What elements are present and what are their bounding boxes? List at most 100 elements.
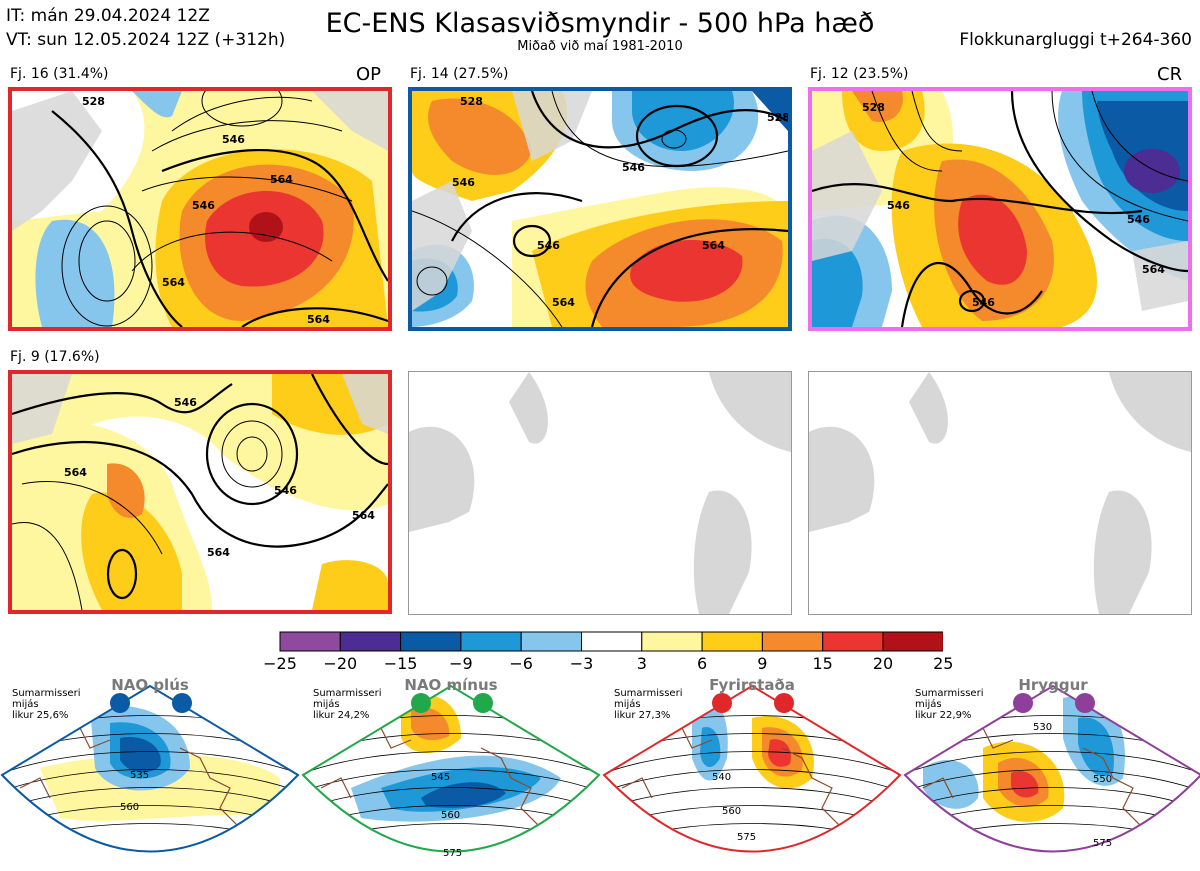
regime-dot (1075, 693, 1095, 713)
height-contour (303, 787, 599, 811)
contour-label: 575 (443, 848, 462, 859)
colorbar-tick-label: 6 (697, 654, 708, 673)
height-contour (905, 751, 1200, 775)
contour-label: 545 (431, 772, 450, 783)
colorbar-tick-label: 15 (812, 654, 833, 673)
empty-map-6 (808, 371, 1192, 615)
contour-label: 564 (552, 296, 575, 309)
regime-dot (110, 693, 130, 713)
contour-label: 564 (207, 546, 230, 559)
regime-outline (0, 684, 300, 853)
colorbar-tick-label: −6 (509, 654, 533, 673)
regime-map-2: 545 560 575 (301, 684, 601, 859)
anomaly-area (120, 737, 161, 773)
initial-time: IT: mán 29.04.2024 12Z (6, 6, 210, 26)
colorbar-swatch (400, 631, 462, 652)
height-contour (604, 787, 900, 811)
regime-note-line: likur 22,9% (915, 710, 972, 721)
contour-label: 575 (737, 832, 756, 843)
contour-label: 546 (1127, 213, 1150, 226)
contour-label: 540 (712, 772, 731, 783)
height-contour (303, 751, 599, 775)
contour-label: 528 (460, 95, 483, 108)
colorbar-swatch (279, 631, 341, 652)
contour-label: 564 (64, 466, 87, 479)
regime-note-line: mijás (12, 699, 39, 710)
colorbar-swatch (339, 631, 402, 652)
regime-note-line: mijás (614, 699, 641, 710)
cluster-map-3: 546 546 564 546 528 (808, 87, 1192, 331)
contour-label: 546 (887, 199, 910, 212)
height-contour (303, 769, 599, 793)
regime-name: Hryggur (1018, 676, 1088, 694)
colorbar-swatch (822, 631, 884, 652)
contour-label: 546 (972, 296, 995, 309)
colorbar-tick-label: 3 (636, 654, 647, 673)
cluster-map-4: 564 546 546 564 564 (8, 370, 392, 614)
contour-label: 560 (120, 802, 139, 813)
contour-label: 564 (162, 276, 185, 289)
colorbar-tick-label: −20 (323, 654, 358, 673)
height-contour (303, 823, 599, 847)
regime-note: Sumarmisseri mijás likur 24,2% (313, 688, 393, 721)
contour-label: 546 (192, 199, 215, 212)
page-subtitle: Miðað við maí 1981-2010 (517, 39, 683, 54)
regime-note: Sumarmisseri mijás likur 22,9% (915, 688, 995, 721)
regime-note: Sumarmisseri mijás likur 27,3% (614, 688, 694, 721)
contour-label: 560 (722, 806, 741, 817)
height-contour (2, 751, 298, 775)
contour-label: 560 (441, 810, 460, 821)
colorbar-swatch (761, 631, 824, 652)
contour-label: 528 (862, 101, 885, 114)
contour-label: 546 (274, 484, 297, 497)
regime-map-4: 530 550 575 (903, 684, 1200, 853)
colorbar (279, 631, 943, 652)
panel-1-label: Fj. 16 (31.4%) (10, 66, 109, 82)
contour-label: 575 (1093, 838, 1112, 849)
contour-label: 564 (352, 509, 375, 522)
panel-2-label: Fj. 14 (27.5%) (410, 66, 509, 82)
height-contour (604, 751, 900, 775)
colorbar-tick-label: −9 (449, 654, 473, 673)
height-contour (905, 823, 1200, 847)
regime-dot (473, 693, 493, 713)
cluster-map-2: 528 546 546 546 564 564 528 (408, 87, 792, 331)
colorbar-tick-label: −25 (263, 654, 297, 673)
colorbar-swatch (641, 631, 703, 652)
contour-label: 564 (270, 173, 293, 186)
classification-window: Flokkunargluggi t+264-360 (959, 30, 1192, 50)
cluster-map-1: 546 564 564 546 564 528 (8, 87, 392, 331)
height-contour (905, 769, 1200, 793)
regime-name: NAO plús (111, 676, 189, 694)
colorbar-swatch (581, 631, 643, 652)
anomaly-area (1011, 770, 1039, 798)
regime-name: NAO mínus (404, 676, 498, 694)
contour-label: 564 (702, 239, 725, 252)
regime-dot (411, 693, 431, 713)
contour-label: 546 (537, 239, 560, 252)
regime-note-line: mijás (915, 699, 942, 710)
regime-map-1: 535 560 (0, 684, 300, 853)
height-contour (905, 787, 1200, 811)
regime-note: Sumarmisseri mijás likur 25,6% (12, 688, 92, 721)
height-contour (604, 769, 900, 793)
regime-note-line: mijás (313, 699, 340, 710)
anomaly-area (700, 727, 721, 768)
contour-label: 564 (1142, 263, 1165, 276)
height-contour (2, 823, 298, 847)
contour-label: 550 (1093, 774, 1112, 785)
height-contour (604, 805, 900, 829)
colorbar-tick-label: −15 (383, 654, 418, 673)
regime-outline (301, 684, 601, 853)
page-title: EC-ENS Klasasviðsmyndir - 500 hPa hæð (325, 8, 875, 39)
contour-label: 546 (222, 133, 245, 146)
colorbar-swatch (882, 631, 943, 652)
empty-map-5 (408, 371, 792, 615)
regime-dot (1013, 693, 1033, 713)
regime-dot (172, 693, 192, 713)
colorbar-tick-label: 25 (933, 654, 954, 673)
height-contour (2, 769, 298, 793)
regime-name: Fyrirstaða (709, 676, 795, 694)
colorbar-tick-label: 20 (872, 654, 894, 673)
anomaly-area (923, 759, 979, 809)
